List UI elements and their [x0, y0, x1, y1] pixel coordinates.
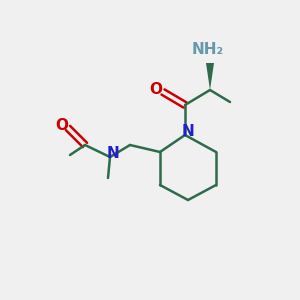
Text: O: O: [149, 82, 163, 98]
Text: N: N: [182, 124, 194, 139]
Polygon shape: [206, 63, 214, 90]
Text: NH₂: NH₂: [192, 43, 224, 58]
Text: N: N: [106, 146, 119, 161]
Text: O: O: [56, 118, 68, 134]
